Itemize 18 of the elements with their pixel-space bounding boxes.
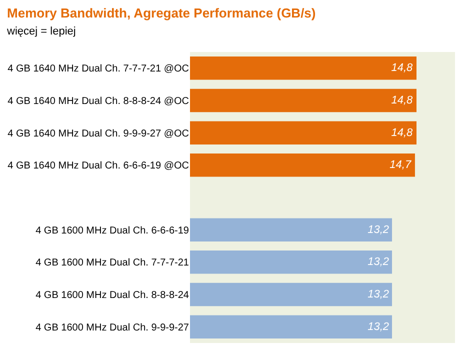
data-label: 14,8 xyxy=(391,94,414,106)
text: więcej = lepiej xyxy=(6,25,76,38)
data-label: 14,8 xyxy=(391,62,414,74)
data-label: 13,2 xyxy=(368,224,390,236)
y-tick-label: 4 GB 1600 MHz Dual Ch. 9-9-9-27 xyxy=(36,322,190,334)
y-tick-label: 4 GB 1640 MHz Dual Ch. 6-6-6-19 @OC xyxy=(8,160,189,172)
y-tick-label: 4 GB 1600 MHz Dual Ch. 6-6-6-19 xyxy=(36,225,190,236)
chart-title: Memory Bandwidth, Agregate Performance (GB/s) xyxy=(7,6,316,21)
data-label: 14,8 xyxy=(391,126,414,139)
y-tick-label: 4 GB 1640 MHz Dual Ch. 7-7-7-21 @OC xyxy=(8,64,189,75)
data-label: 13,2 xyxy=(368,256,390,268)
data-label: 13,2 xyxy=(368,288,390,300)
y-tick-label: 4 GB 1640 MHz Dual Ch. 8-8-8-24 @OC xyxy=(8,96,189,107)
y-tick-label: 4 GB 1600 MHz Dual Ch. 8-8-8-24 xyxy=(36,290,190,301)
data-label: 13,2 xyxy=(368,320,390,333)
data-label: 14,7 xyxy=(390,159,412,172)
y-tick-label: 4 GB 1640 MHz Dual Ch. 9-9-9-27 @OC xyxy=(8,128,189,140)
y-tick-label: 4 GB 1600 MHz Dual Ch. 7-7-7-21 xyxy=(36,258,190,269)
